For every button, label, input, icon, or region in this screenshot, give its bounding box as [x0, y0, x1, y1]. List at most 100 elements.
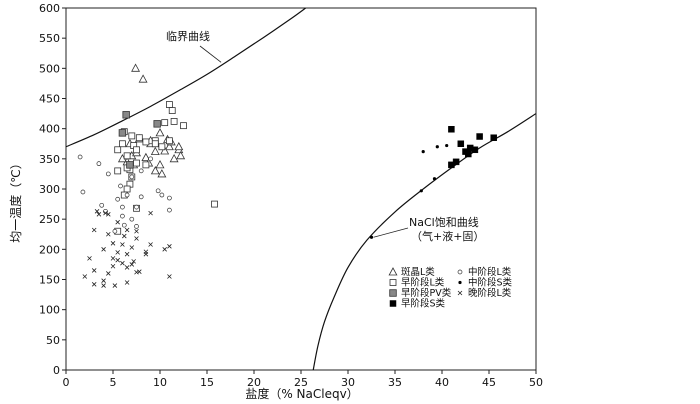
data-point-triangle — [138, 74, 148, 83]
data-point-square-filled — [471, 146, 479, 154]
data-point-square-filled — [476, 133, 483, 140]
data-point-circle-open — [118, 183, 123, 189]
y-axis-title: 均一温度（℃） — [8, 157, 23, 242]
data-point-square-open — [161, 119, 169, 127]
data-point-x — [115, 257, 120, 263]
data-point-circle-open — [159, 192, 165, 198]
data-point-x — [94, 209, 100, 214]
data-point-x — [120, 242, 125, 247]
data-point-x — [101, 278, 106, 283]
data-point-x — [148, 242, 153, 247]
legend-label: 中阶段S类 — [468, 277, 513, 289]
legend-label: 斑晶L类 — [401, 266, 435, 278]
data-point-square-filled — [457, 140, 465, 147]
data-point-triangle — [160, 146, 170, 155]
data-point-circle-open — [115, 196, 121, 202]
x-tick-label: 35 — [388, 376, 402, 389]
data-point-square-open — [123, 185, 131, 193]
data-point-x — [124, 251, 130, 257]
data-point-x — [120, 260, 125, 266]
y-tick-label: 550 — [39, 32, 60, 45]
tick-labels: 0 5 10 15 20 25 30 35 40 45 5005010015020025030035… — [39, 2, 543, 389]
data-point-x — [87, 256, 92, 261]
legend-label: 早阶段S类 — [401, 298, 446, 310]
data-point-x — [134, 269, 139, 275]
data-point-circle-open — [99, 202, 105, 208]
data-point-triangle — [157, 169, 167, 178]
x-tick-label: 50 — [529, 376, 543, 389]
data-point-x — [110, 263, 116, 269]
data-point-square-open — [165, 101, 173, 108]
x-axis-title: 盐度（% NaCleqv） — [245, 386, 358, 401]
y-tick-label: 0 — [53, 364, 60, 377]
nacl-curve-sublabel: （气+液+固） — [411, 229, 484, 243]
data-point-x — [167, 274, 172, 279]
data-point-square-filled — [490, 134, 497, 141]
data-point-triangle — [174, 141, 184, 151]
data-point-x — [110, 256, 116, 261]
y-tick-label: 300 — [39, 183, 60, 196]
data-point-x — [162, 247, 167, 252]
y-tick-label: 250 — [39, 213, 60, 226]
data-point-square-open — [211, 200, 218, 208]
x-tick-label: 20 — [247, 376, 261, 389]
data-point-dot — [445, 143, 449, 148]
data-point-circle-open — [121, 222, 127, 228]
data-point-square-open — [123, 152, 131, 160]
y-tick-label: 350 — [39, 153, 60, 166]
data-point-dot — [419, 189, 423, 193]
data-point-x — [124, 265, 130, 270]
data-point-circle-open — [96, 161, 102, 167]
data-point-square-open — [142, 138, 150, 146]
data-point-x — [103, 210, 108, 216]
legend-marker-x — [457, 290, 463, 296]
y-tick-label: 500 — [39, 62, 60, 75]
data-point-x — [134, 228, 139, 234]
data-point-circle-open — [80, 189, 86, 195]
data-point-square-filled — [465, 150, 472, 158]
data-point-x — [82, 274, 88, 279]
data-point-circle-open — [167, 195, 172, 201]
data-point-circle-open — [120, 204, 125, 210]
data-point-x — [134, 236, 139, 241]
data-point-square-open — [180, 122, 187, 130]
legend-marker-circle-open — [457, 269, 463, 275]
data-point-x — [110, 241, 116, 246]
data-point-square-open — [165, 137, 173, 145]
data-point-x — [124, 227, 130, 233]
data-point-circle-open — [124, 192, 130, 198]
data-point-triangle — [164, 141, 174, 151]
data-point-x — [91, 268, 97, 273]
y-tick-label: 50 — [46, 334, 60, 347]
legend-label: 早阶段PV类 — [401, 287, 452, 299]
legend-marker-square-filled — [389, 300, 397, 307]
data-point-square-open — [151, 140, 159, 148]
data-point-x — [148, 210, 153, 216]
data-point-circle-open — [120, 213, 125, 219]
data-point-square-open — [114, 146, 122, 154]
y-tick-label: 600 — [39, 2, 60, 15]
y-tick-label: 150 — [39, 274, 60, 287]
x-tick-label: 5 — [110, 376, 117, 389]
data-point-square-gray — [126, 161, 134, 169]
data-point-square-open — [142, 161, 150, 169]
y-tick-label: 100 — [39, 304, 60, 317]
legend-label: 晚阶段L类 — [468, 287, 512, 299]
curves — [66, 8, 536, 370]
data-point-x — [112, 283, 118, 288]
data-point-triangle — [131, 63, 141, 72]
data-point-circle-open — [167, 207, 172, 213]
data-point-square-open — [114, 167, 122, 175]
nacl-curve-leader — [373, 227, 409, 238]
data-point-square-open — [128, 132, 136, 140]
legend-marker-square-gray — [389, 289, 397, 297]
data-point-triangle — [169, 153, 179, 163]
data-point-x — [131, 259, 136, 264]
data-point-x — [137, 269, 142, 274]
data-point-dot — [369, 235, 374, 239]
data-point-square-filled — [448, 161, 455, 169]
data-point-x — [101, 283, 106, 288]
data-point-square-open — [133, 159, 140, 167]
x-tick-label: 30 — [341, 376, 355, 389]
data-point-x — [101, 247, 106, 252]
